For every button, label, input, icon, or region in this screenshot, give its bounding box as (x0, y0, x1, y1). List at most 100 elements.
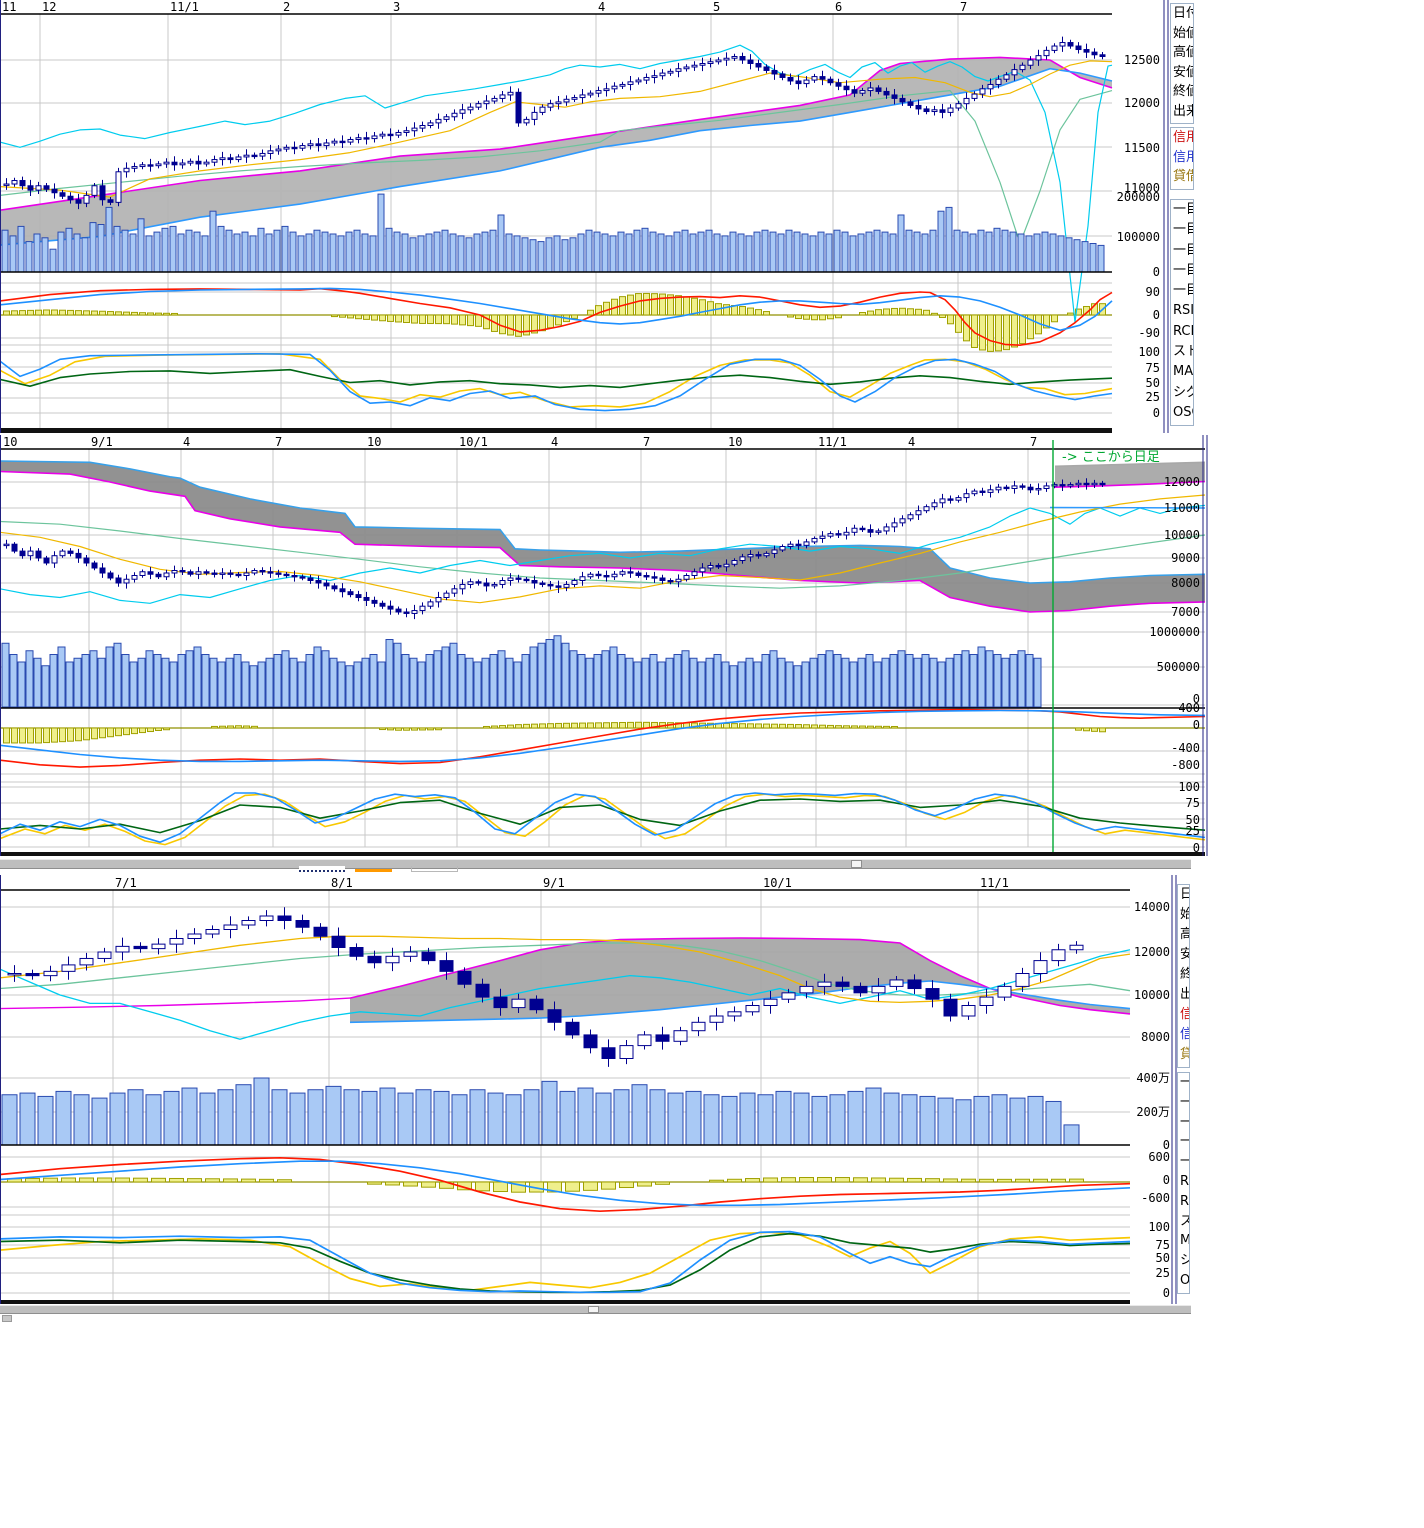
candle-body (1043, 49, 1050, 57)
y-axis-label: 12000 (1124, 96, 1160, 110)
volume-bar (649, 1089, 666, 1146)
candle-body (763, 66, 770, 71)
candle-body (251, 154, 258, 158)
candle-body (275, 148, 282, 152)
macd-histogram-bar (227, 725, 234, 729)
candle-body (267, 150, 274, 154)
candle-body (323, 582, 330, 587)
candle-body (313, 926, 328, 937)
candle-body (367, 955, 382, 964)
scroll-left-nub[interactable] (2, 1315, 12, 1322)
info-row-label: 出来高 (1173, 103, 1193, 119)
volume-bar (631, 1084, 648, 1146)
candle-body (67, 550, 74, 554)
legend-chip-1[interactable] (299, 866, 345, 872)
y-axis-label: 25 (1186, 824, 1200, 838)
candle-body (491, 97, 498, 102)
macd-histogram-bar (403, 727, 410, 731)
scrollbar-thumb[interactable] (588, 1306, 599, 1313)
candle-body (925, 988, 940, 1000)
indicator-line (0, 1156, 1131, 1213)
volume-bar (1025, 235, 1033, 273)
volume-bar (991, 1094, 1008, 1146)
volume-bar (553, 635, 562, 708)
candle-body (899, 518, 906, 524)
indicator-line (0, 44, 1113, 323)
macd-histogram-bar (939, 314, 946, 318)
volume-bar (689, 657, 698, 708)
volume-bar (811, 1095, 828, 1146)
indicator-line (0, 368, 1113, 389)
candle-body (315, 143, 322, 147)
macd-histogram-bar (755, 723, 762, 729)
info-row-label: 信用売残 (1173, 149, 1193, 165)
volume-bar (541, 1080, 558, 1146)
candle-body (451, 588, 458, 594)
macd-histogram-bar (187, 1178, 202, 1183)
cloud-top-edge (0, 56, 1113, 211)
volume-bar (609, 646, 618, 708)
macd-histogram-bar (779, 723, 786, 729)
candle-body (99, 185, 106, 201)
volume-bar (369, 235, 377, 273)
candle-body (51, 555, 58, 564)
volume-bar (305, 233, 313, 273)
volume-bar (857, 233, 865, 273)
legend-chip-2[interactable] (355, 866, 392, 872)
macd-histogram-bar (515, 724, 522, 729)
volume-bar (89, 222, 97, 273)
info-row-label: ストキャス (1178, 1212, 1189, 1232)
candle-body (259, 570, 266, 573)
volume-bar (81, 654, 90, 708)
info-row-label: 終値 (1178, 965, 1189, 985)
volume-bar (889, 654, 898, 708)
candle-body (995, 486, 1002, 491)
candle-body (507, 91, 514, 96)
volume-bar (673, 231, 681, 273)
candle-body (115, 171, 122, 203)
candle-body (91, 562, 98, 569)
volume-bar (109, 1092, 126, 1146)
candle-body (723, 57, 730, 61)
volume-bar (561, 239, 569, 273)
volume-bar (889, 233, 897, 273)
volume-bar (757, 1094, 774, 1146)
candle-body (851, 89, 858, 94)
macd-histogram-bar (1003, 314, 1010, 351)
macd-histogram-bar (43, 1177, 58, 1183)
volume-bar (185, 650, 194, 708)
scrollbar-thumb[interactable] (851, 860, 862, 868)
horizontal-scrollbar[interactable] (0, 859, 1191, 869)
candle-body (475, 103, 482, 108)
macd-histogram-bar (655, 1181, 670, 1185)
volume-bar (33, 657, 42, 708)
candle-body (443, 116, 450, 120)
volume-bar (985, 231, 993, 273)
candle-body (1019, 64, 1026, 71)
candle-body (277, 915, 292, 921)
volume-bar (57, 231, 65, 273)
legend-chip-3[interactable] (411, 866, 458, 872)
candle-body (387, 133, 394, 137)
volume-bar (769, 231, 777, 273)
candle-body (539, 106, 546, 113)
info-row-label: 始値 (1178, 905, 1189, 925)
candle-body (529, 998, 544, 1011)
candle-body (745, 1005, 760, 1013)
volume-bar (113, 225, 121, 273)
volume-bar (849, 235, 857, 273)
macd-histogram-bar (1033, 1178, 1048, 1183)
info-row-label: OSC (1180, 1272, 1190, 1288)
macd-histogram-bar (771, 723, 778, 729)
macd-histogram-bar (123, 311, 130, 316)
macd-histogram-bar (419, 314, 426, 324)
y-axis-label: 9000 (1171, 551, 1200, 565)
candle-body (1015, 973, 1030, 987)
volume-bar (425, 654, 434, 708)
candle-body (1067, 484, 1074, 487)
candle-body (339, 588, 346, 593)
candle-body (457, 970, 472, 985)
candle-body (827, 533, 834, 537)
candle-body (995, 78, 1002, 85)
candle-body (627, 81, 634, 85)
